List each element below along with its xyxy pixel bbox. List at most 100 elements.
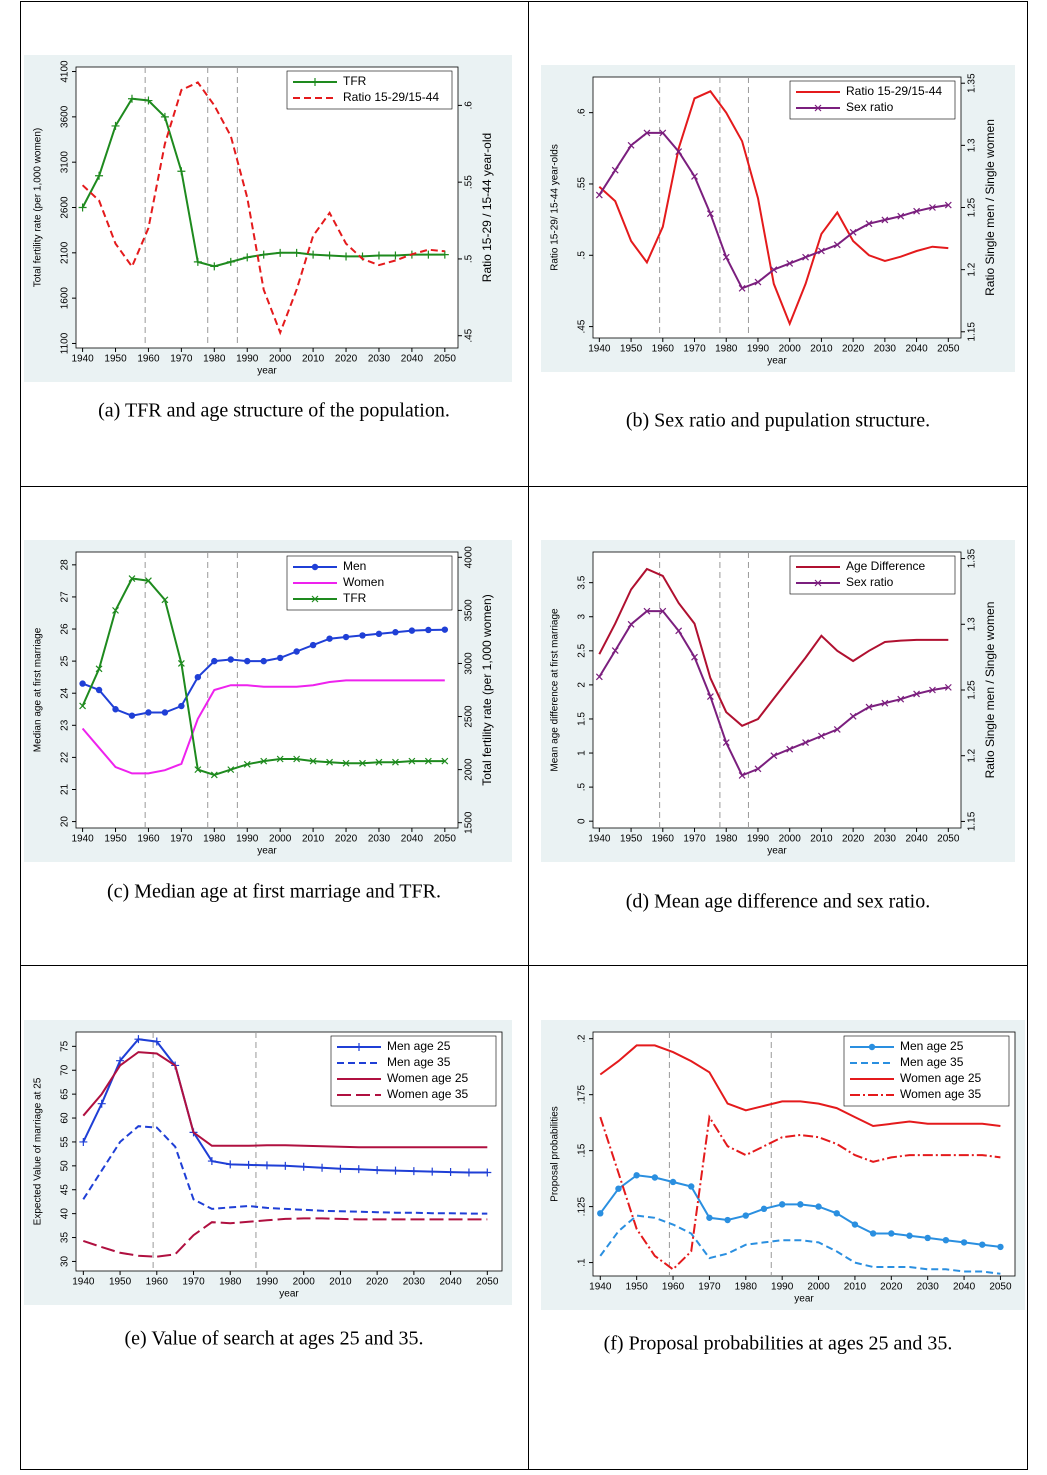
y2-tick-label: .45 [464, 328, 475, 342]
x-tick-label: 1960 [652, 344, 675, 355]
legend-box [789, 555, 956, 595]
point-marker [786, 260, 794, 267]
point-marker [177, 660, 185, 667]
x-tick-label: 1980 [203, 354, 226, 365]
x-tick-label: 1940 [588, 344, 611, 355]
point-marker [611, 166, 619, 174]
point-marker [722, 739, 730, 746]
point-marker [112, 706, 119, 713]
x-tick-label: 1950 [109, 1277, 132, 1288]
point-marker [440, 250, 449, 259]
y-tick-label: 55 [60, 1136, 71, 1148]
point-marker [754, 765, 762, 773]
y-tick-label: 25 [60, 655, 71, 667]
chart: 1940 1950 1960 1970 1980 1990 2000 2010 2020 2030… [541, 1020, 1025, 1355]
x-tick-label: 1970 [170, 834, 193, 845]
point-marker [742, 1212, 749, 1219]
x-tick-label: 1980 [715, 834, 738, 845]
y2-tick-label: 1.15 [967, 322, 978, 342]
x-tick-label: 1990 [236, 834, 259, 845]
y2-tick-label: .55 [464, 175, 475, 189]
point-marker [292, 248, 301, 257]
point-marker [786, 745, 794, 753]
y-axis-title: Total fertility rate (per 1,000 women) [33, 128, 44, 288]
x-tick-label: 2050 [937, 344, 960, 355]
point-marker [375, 758, 383, 766]
y-tick-label: .2 [577, 1034, 588, 1043]
y-tick-label: 1 [577, 750, 588, 756]
y-tick-label: 2600 [60, 196, 71, 219]
x-tick-label: 2040 [439, 1277, 462, 1288]
x-tick-label: 2030 [368, 354, 391, 365]
point-marker [849, 228, 857, 236]
point-marker [97, 1099, 106, 1108]
x-tick-label: 2040 [905, 834, 928, 845]
y2-tick-label: 1500 [464, 811, 475, 834]
point-marker [309, 250, 318, 259]
point-marker [669, 1178, 677, 1186]
legend-marker [814, 104, 822, 112]
point-marker [615, 1185, 622, 1192]
caption: (e) Value of search at ages 25 and 35. [125, 1328, 424, 1350]
point-marker [227, 656, 234, 663]
x-tick-label: 1970 [170, 354, 193, 365]
point-marker [293, 648, 300, 655]
point-marker [888, 1230, 895, 1237]
legend-label: Men age 25 [900, 1039, 964, 1053]
point-marker [833, 726, 841, 733]
point-marker [409, 1167, 418, 1176]
point-marker [464, 1168, 473, 1177]
point-marker [392, 629, 399, 636]
legend-label: Sex ratio [846, 575, 894, 589]
legend-label: Men age 25 [387, 1039, 451, 1053]
point-marker [441, 757, 449, 765]
y2-tick-label: 1.35 [967, 548, 978, 568]
point-marker [392, 758, 399, 766]
x-tick-label: 2020 [842, 344, 865, 355]
y-tick-label: .6 [577, 108, 588, 117]
point-marker [997, 1243, 1004, 1251]
y-tick-label: 65 [60, 1088, 71, 1100]
y-tick-label: 2.5 [577, 643, 588, 657]
x-tick-label: 2020 [335, 834, 358, 845]
x-tick-label: 1950 [626, 1282, 649, 1293]
point-marker [281, 1161, 290, 1170]
point-marker [849, 712, 857, 720]
x-tick-label: 1960 [137, 354, 160, 365]
point-marker [483, 1168, 492, 1177]
x-tick-label: 2000 [779, 834, 802, 845]
caption: (a) TFR and age structure of the populat… [98, 400, 450, 422]
y2-tick-label: 1.15 [967, 811, 978, 831]
x-tick-label: 2050 [434, 834, 457, 845]
x-tick-label: 2010 [302, 354, 325, 365]
y-tick-label: .175 [577, 1085, 588, 1105]
series-line [81, 81, 445, 336]
series-line [598, 90, 949, 327]
series-line [82, 1051, 488, 1149]
point-marker [651, 1174, 659, 1181]
legend-label: Sex ratio [846, 100, 894, 114]
point-marker [391, 1166, 400, 1175]
point-marker [161, 596, 169, 604]
x-axis-title: year [767, 846, 787, 857]
y2-tick-label: 1.25 [967, 680, 978, 700]
point-marker [659, 129, 667, 137]
x-tick-label: 1950 [104, 834, 127, 845]
legend-marker [814, 579, 822, 587]
legend-label: Ratio 15-29/15-44 [343, 90, 439, 104]
y-tick-label: 75 [60, 1040, 71, 1052]
legend-box [286, 70, 453, 110]
caption: (f) Proposal probabilities at ages 25 an… [604, 1333, 953, 1355]
point-marker [754, 278, 762, 286]
series-line [82, 1217, 488, 1258]
point-marker [95, 171, 104, 180]
y-tick-label: .55 [577, 177, 588, 191]
legend-label: Men age 35 [900, 1055, 964, 1069]
x-tick-label: 1970 [698, 1282, 721, 1293]
point-marker [111, 121, 120, 130]
point-marker [643, 607, 651, 615]
x-tick-label: 2000 [269, 834, 292, 845]
point-marker [226, 257, 235, 266]
y-tick-label: 27 [60, 591, 71, 603]
